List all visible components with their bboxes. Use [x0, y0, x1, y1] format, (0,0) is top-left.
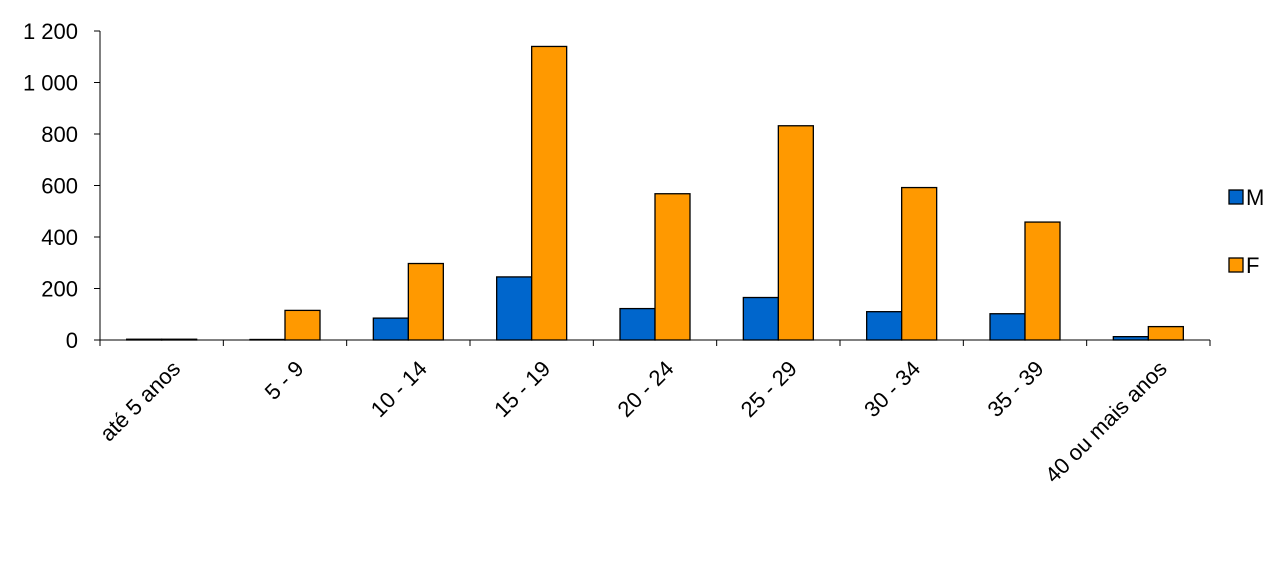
x-tick-label: 15 - 19 — [489, 356, 555, 422]
y-tick-label: 200 — [41, 277, 78, 302]
bar-m-5 — [742, 296, 779, 341]
bar-f-1 — [284, 309, 321, 341]
bar-m-3 — [496, 276, 533, 341]
x-tick-label: 25 - 29 — [736, 356, 802, 422]
x-tick-label: 10 - 14 — [366, 356, 432, 422]
bar-f-6 — [901, 186, 938, 341]
legend-label-f: F — [1246, 253, 1259, 278]
bar-f-2 — [407, 262, 444, 341]
bar-m-6 — [866, 311, 903, 341]
bar-f-0 — [161, 338, 198, 341]
y-tick-label: 0 — [66, 328, 78, 353]
legend-swatch-f — [1228, 257, 1244, 273]
y-tick-label: 800 — [41, 122, 78, 147]
x-tick-label: 30 - 34 — [859, 356, 925, 422]
legend-swatch-m — [1228, 189, 1244, 205]
bar-m-8 — [1112, 336, 1149, 341]
y-tick-label: 600 — [41, 174, 78, 199]
bar-f-3 — [531, 45, 568, 341]
legend-label-m: M — [1246, 185, 1264, 210]
x-tick-label: 35 - 39 — [982, 356, 1048, 422]
x-tick-label: 40 ou mais anos — [1040, 356, 1172, 488]
tick-labels: 0 200 400 600 800 1 000 1 200 até 5 anos 5 - 9 10… — [23, 19, 1172, 488]
y-tick-label: 1 000 — [23, 71, 78, 96]
bar-f-4 — [654, 193, 691, 341]
y-tick-label: 400 — [41, 225, 78, 250]
x-tick-label: 5 - 9 — [260, 356, 309, 405]
bar-m-7 — [989, 313, 1026, 341]
x-tick-label: até 5 anos — [95, 356, 185, 446]
bar-f-8 — [1147, 325, 1184, 341]
bar-m-4 — [619, 307, 656, 341]
bar-m-1 — [249, 338, 286, 341]
bar-m-2 — [372, 317, 409, 341]
bar-m-0 — [126, 338, 163, 341]
bars — [126, 45, 1184, 341]
x-tick-label: 20 - 24 — [612, 356, 678, 422]
bar-f-7 — [1024, 221, 1061, 341]
legend: MF — [1228, 185, 1264, 278]
bar-f-5 — [777, 125, 814, 341]
y-tick-label: 1 200 — [23, 19, 78, 44]
